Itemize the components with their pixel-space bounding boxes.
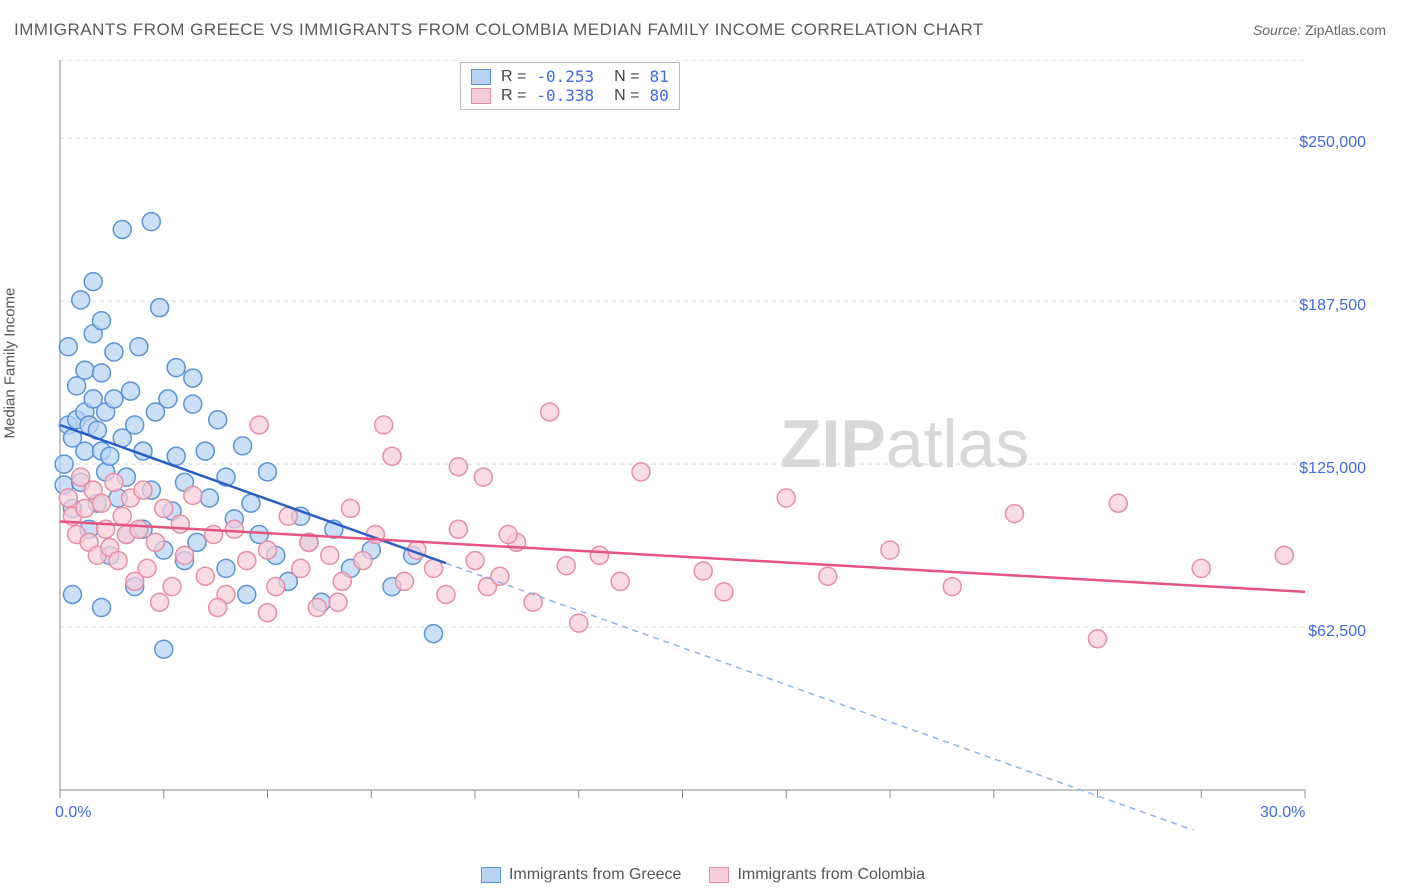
- chart-title: IMMIGRANTS FROM GREECE VS IMMIGRANTS FRO…: [14, 20, 984, 40]
- r-label: R =: [501, 87, 526, 105]
- y-axis-title: Median Family Income: [2, 288, 19, 439]
- stats-row-colombia: R = -0.338 N = 80: [471, 86, 669, 105]
- scatter-chart: [50, 60, 1360, 830]
- n-label: N =: [614, 87, 639, 105]
- stats-swatch-colombia: [471, 88, 491, 104]
- y-tick-label: $187,500: [1299, 297, 1366, 315]
- x-tick-label: 30.0%: [1260, 804, 1305, 822]
- stats-row-greece: R = -0.253 N = 81: [471, 67, 669, 86]
- source-label: Source:: [1253, 22, 1301, 38]
- n-value-greece: 81: [649, 67, 668, 86]
- legend-swatch-colombia: [709, 867, 729, 883]
- legend-item-colombia: Immigrants from Colombia: [709, 866, 925, 884]
- x-tick-label: 0.0%: [55, 804, 91, 822]
- source-name: ZipAtlas.com: [1305, 22, 1386, 38]
- n-value-colombia: 80: [649, 86, 668, 105]
- n-label: N =: [614, 68, 639, 86]
- r-value-greece: -0.253: [536, 67, 594, 86]
- bottom-legend: Immigrants from Greece Immigrants from C…: [0, 866, 1406, 884]
- r-label: R =: [501, 68, 526, 86]
- legend-swatch-greece: [481, 867, 501, 883]
- y-tick-label: $125,000: [1299, 460, 1366, 478]
- stats-swatch-greece: [471, 69, 491, 85]
- legend-label-greece: Immigrants from Greece: [509, 866, 681, 884]
- source-attribution: Source: ZipAtlas.com: [1253, 22, 1386, 38]
- y-tick-label: $250,000: [1299, 134, 1366, 152]
- legend-label-colombia: Immigrants from Colombia: [737, 866, 925, 884]
- legend-item-greece: Immigrants from Greece: [481, 866, 681, 884]
- correlation-stats-box: R = -0.253 N = 81 R = -0.338 N = 80: [460, 62, 680, 110]
- r-value-colombia: -0.338: [536, 86, 594, 105]
- y-tick-label: $62,500: [1308, 623, 1366, 641]
